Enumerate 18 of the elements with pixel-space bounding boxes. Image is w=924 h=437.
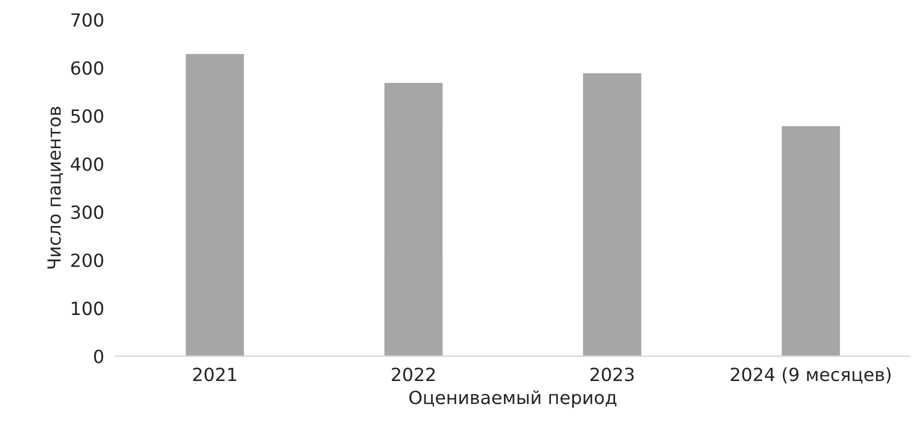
- x-axis-title: Оцениваемый период: [409, 390, 616, 408]
- y-tick-label: 500: [71, 109, 104, 123]
- bar: [780, 124, 842, 356]
- y-tick-label: 600: [71, 61, 104, 75]
- bar: [184, 52, 246, 356]
- bar: [582, 72, 643, 356]
- y-tick-label: 700: [71, 13, 104, 27]
- bar: [382, 81, 444, 356]
- y-axis-title: Число пациентов: [47, 106, 64, 269]
- x-tick-label: 2023: [590, 368, 634, 382]
- x-tick-label: 2022: [392, 368, 435, 382]
- y-tick-label: 200: [71, 253, 104, 268]
- y-tick-label: 0: [94, 350, 104, 364]
- y-tick-label: 400: [70, 157, 104, 171]
- y-tick-label: 300: [71, 205, 104, 220]
- x-tick-label: 2021: [193, 368, 236, 382]
- y-tick-label: 100: [72, 302, 104, 316]
- x-tick-label: 2024 (9 месяцев): [730, 367, 891, 384]
